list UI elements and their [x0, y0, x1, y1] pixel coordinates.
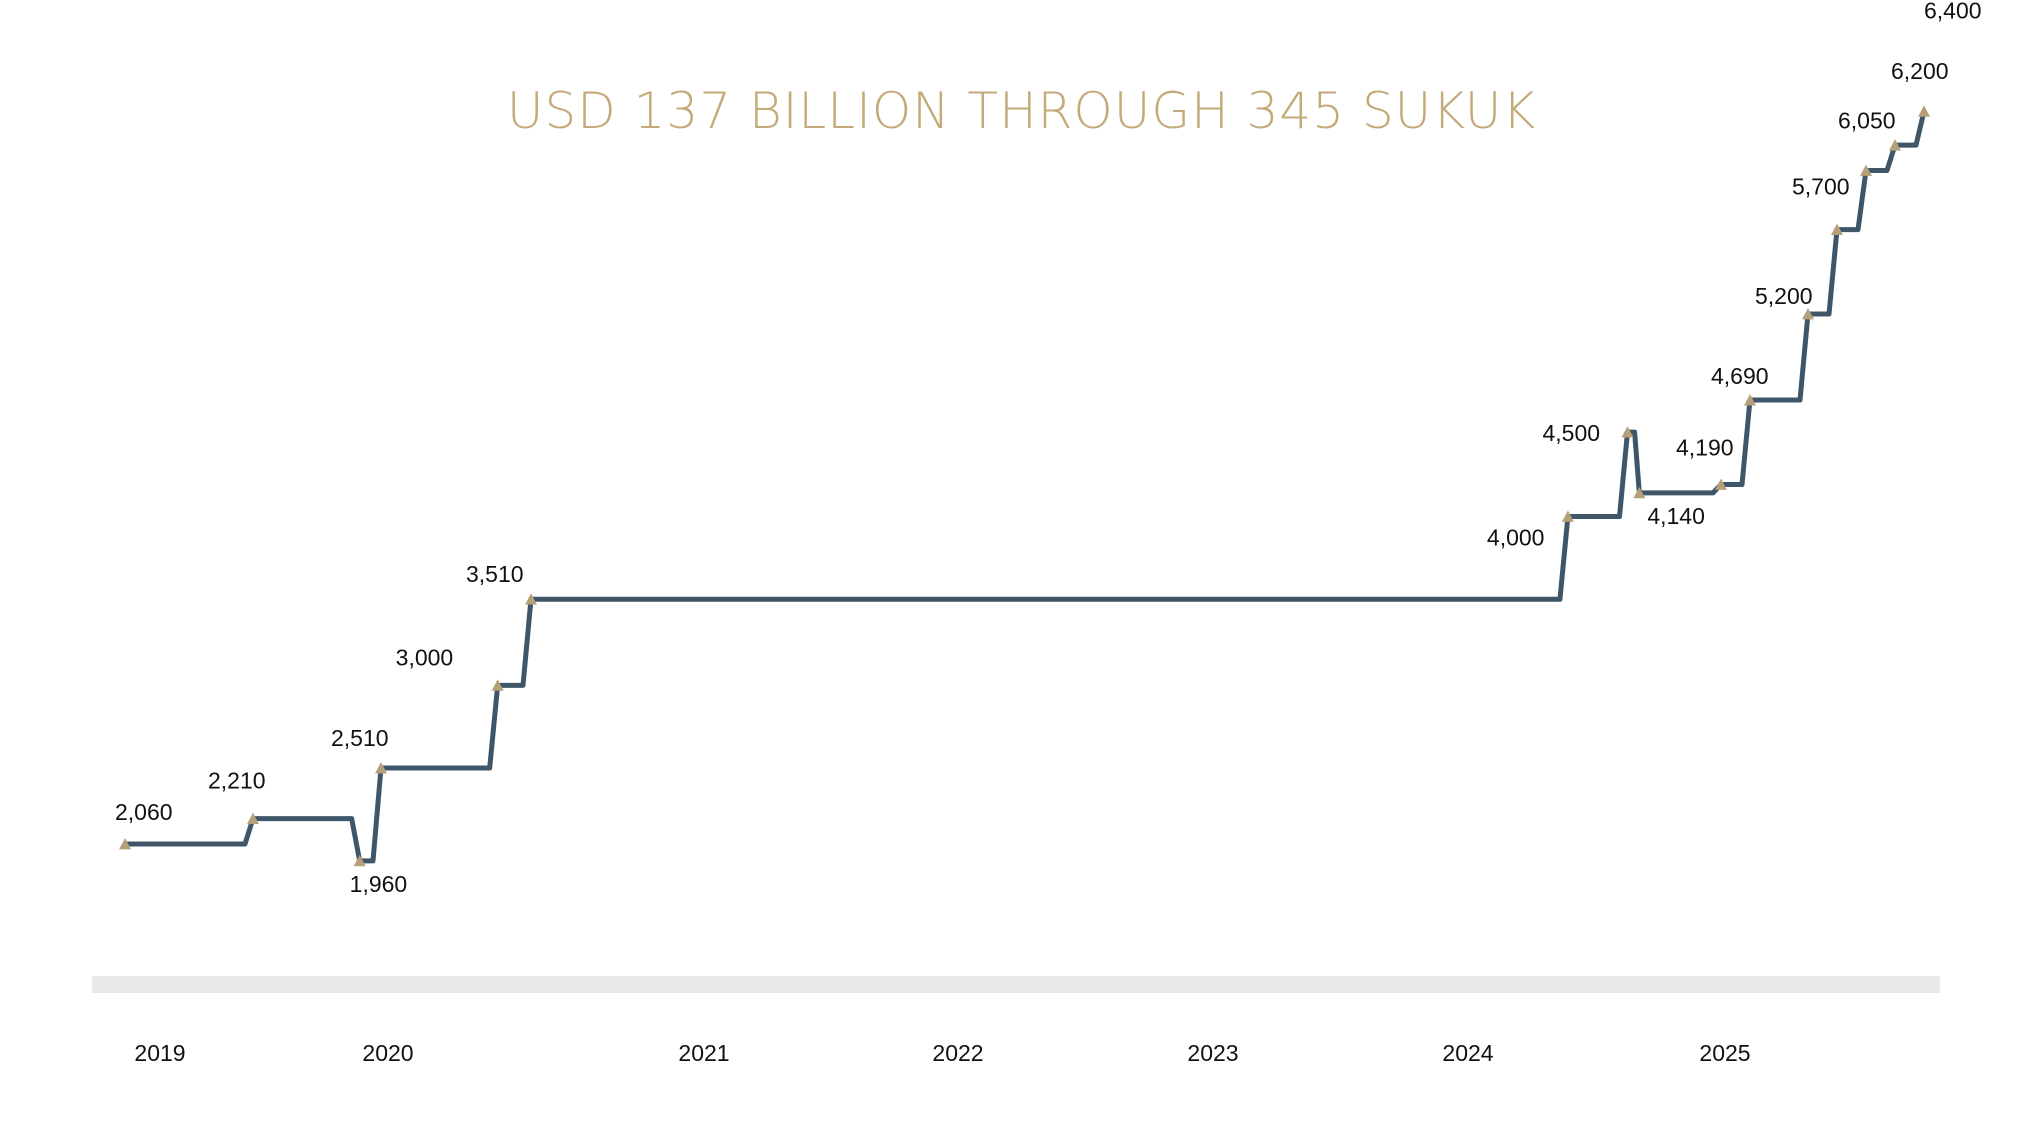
- data-label: 6,200: [1891, 58, 1949, 84]
- data-point-marker: [353, 854, 366, 867]
- x-tick-label: 2025: [1699, 1040, 1750, 1066]
- x-tick-label: 2024: [1442, 1040, 1493, 1066]
- data-label: 6,050: [1838, 107, 1896, 133]
- data-label: 2,510: [331, 725, 389, 751]
- data-label: 4,690: [1711, 363, 1769, 389]
- data-label: 5,700: [1792, 174, 1850, 200]
- data-point-marker: [525, 593, 537, 605]
- data-point-marker: [1831, 223, 1843, 235]
- chart-title: USD 137 BILLION THROUGH 345 SUKUK: [506, 82, 1537, 140]
- x-tick-label: 2020: [362, 1040, 413, 1066]
- data-label: 3,000: [396, 644, 454, 670]
- x-tick-label: 2019: [134, 1040, 185, 1066]
- axis-band: [92, 976, 1940, 993]
- x-tick-label: 2021: [678, 1040, 729, 1066]
- data-label: 5,200: [1755, 283, 1813, 309]
- data-point-marker: [1633, 486, 1646, 499]
- data-point-marker: [491, 679, 504, 691]
- data-point-marker: [1889, 139, 1901, 151]
- data-label: 3,510: [466, 561, 524, 587]
- data-point-marker: [375, 762, 387, 774]
- data-label: 1,960: [350, 871, 408, 897]
- data-point-marker: [1621, 426, 1634, 438]
- data-point-marker: [247, 812, 259, 825]
- data-point-marker: [1744, 394, 1756, 406]
- data-label: 4,000: [1487, 525, 1545, 551]
- data-point-marker: [119, 838, 131, 850]
- data-label: 4,190: [1676, 434, 1734, 460]
- data-point-marker: [1802, 307, 1814, 320]
- data-point-marker: [1918, 105, 1930, 117]
- x-tick-label: 2023: [1187, 1040, 1238, 1066]
- data-label: 4,500: [1543, 420, 1601, 446]
- data-point-marker: [1715, 478, 1727, 490]
- data-label: 4,140: [1647, 503, 1705, 529]
- series-line: [122, 108, 1927, 864]
- data-label: 2,060: [115, 799, 173, 825]
- x-tick-label: 2022: [932, 1040, 983, 1066]
- data-label: 6,400: [1924, 0, 1982, 23]
- data-point-marker: [1860, 164, 1872, 176]
- data-label: 2,210: [208, 768, 266, 794]
- data-point-marker: [1561, 510, 1574, 522]
